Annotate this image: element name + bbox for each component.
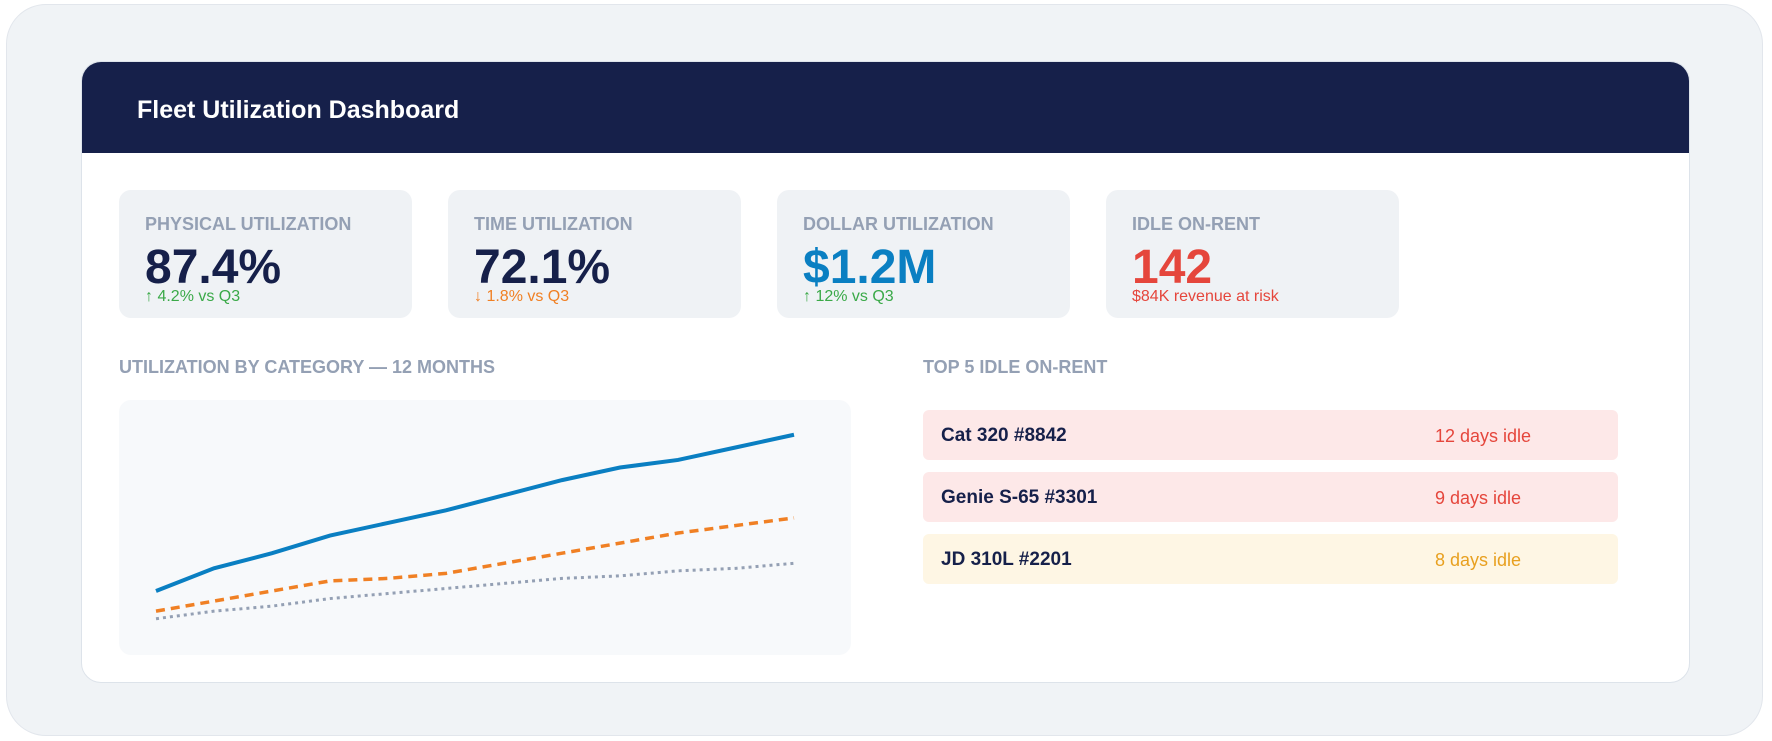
idle-row: JD 310L #2201 8 days idle: [923, 534, 1618, 584]
line-series: [155, 432, 795, 593]
kpi-value: 142: [1132, 241, 1213, 294]
idle-row: Genie S-65 #3301 9 days idle: [923, 472, 1618, 522]
kpi-label: IDLE ON-RENT: [1132, 214, 1260, 234]
idle-row: Cat 320 #8842 12 days idle: [923, 410, 1618, 460]
idle-status: 8 days idle: [1435, 550, 1522, 570]
kpi-label: DOLLAR UTILIZATION: [803, 214, 994, 234]
kpi-label: TIME UTILIZATION: [474, 214, 633, 234]
line-series: [155, 516, 795, 613]
dashboard: Fleet Utilization Dashboard PHYSICAL UTI…: [81, 61, 1690, 683]
chart-panel: [119, 400, 851, 655]
section-title: UTILIZATION BY CATEGORY — 12 MONTHS: [119, 357, 496, 377]
kpi-value: $1.2M: [803, 241, 937, 294]
kpi-card: PHYSICAL UTILIZATION 87.4% ↑ 4.2% vs Q3: [119, 190, 412, 318]
idle-status: 9 days idle: [1435, 488, 1522, 508]
kpi-card: TIME UTILIZATION 72.1% ↓ 1.8% vs Q3: [448, 190, 741, 318]
kpi-note: ↑ 4.2% vs Q3: [145, 288, 241, 305]
idle-status: 12 days idle: [1435, 426, 1532, 446]
kpi-note: ↑ 12% vs Q3: [803, 288, 894, 305]
section-title: TOP 5 IDLE ON-RENT: [923, 357, 1108, 377]
header: Fleet Utilization Dashboard: [82, 62, 1689, 153]
title: Fleet Utilization Dashboard: [137, 96, 460, 124]
kpi-note: $84K revenue at risk: [1132, 288, 1279, 305]
equipment-name: JD 310L #2201: [941, 549, 1072, 570]
kpi-card: DOLLAR UTILIZATION $1.2M ↑ 12% vs Q3: [777, 190, 1070, 318]
kpi-value: 87.4%: [145, 241, 282, 294]
kpi-note: ↓ 1.8% vs Q3: [474, 288, 570, 305]
kpi-card: IDLE ON-RENT 142 $84K revenue at risk: [1106, 190, 1399, 318]
kpi-value: 72.1%: [474, 241, 611, 294]
equipment-name: Cat 320 #8842: [941, 425, 1067, 446]
line-series: [155, 561, 795, 621]
chart: [155, 432, 795, 621]
equipment-name: Genie S-65 #3301: [941, 487, 1098, 508]
kpi-label: PHYSICAL UTILIZATION: [145, 214, 352, 234]
